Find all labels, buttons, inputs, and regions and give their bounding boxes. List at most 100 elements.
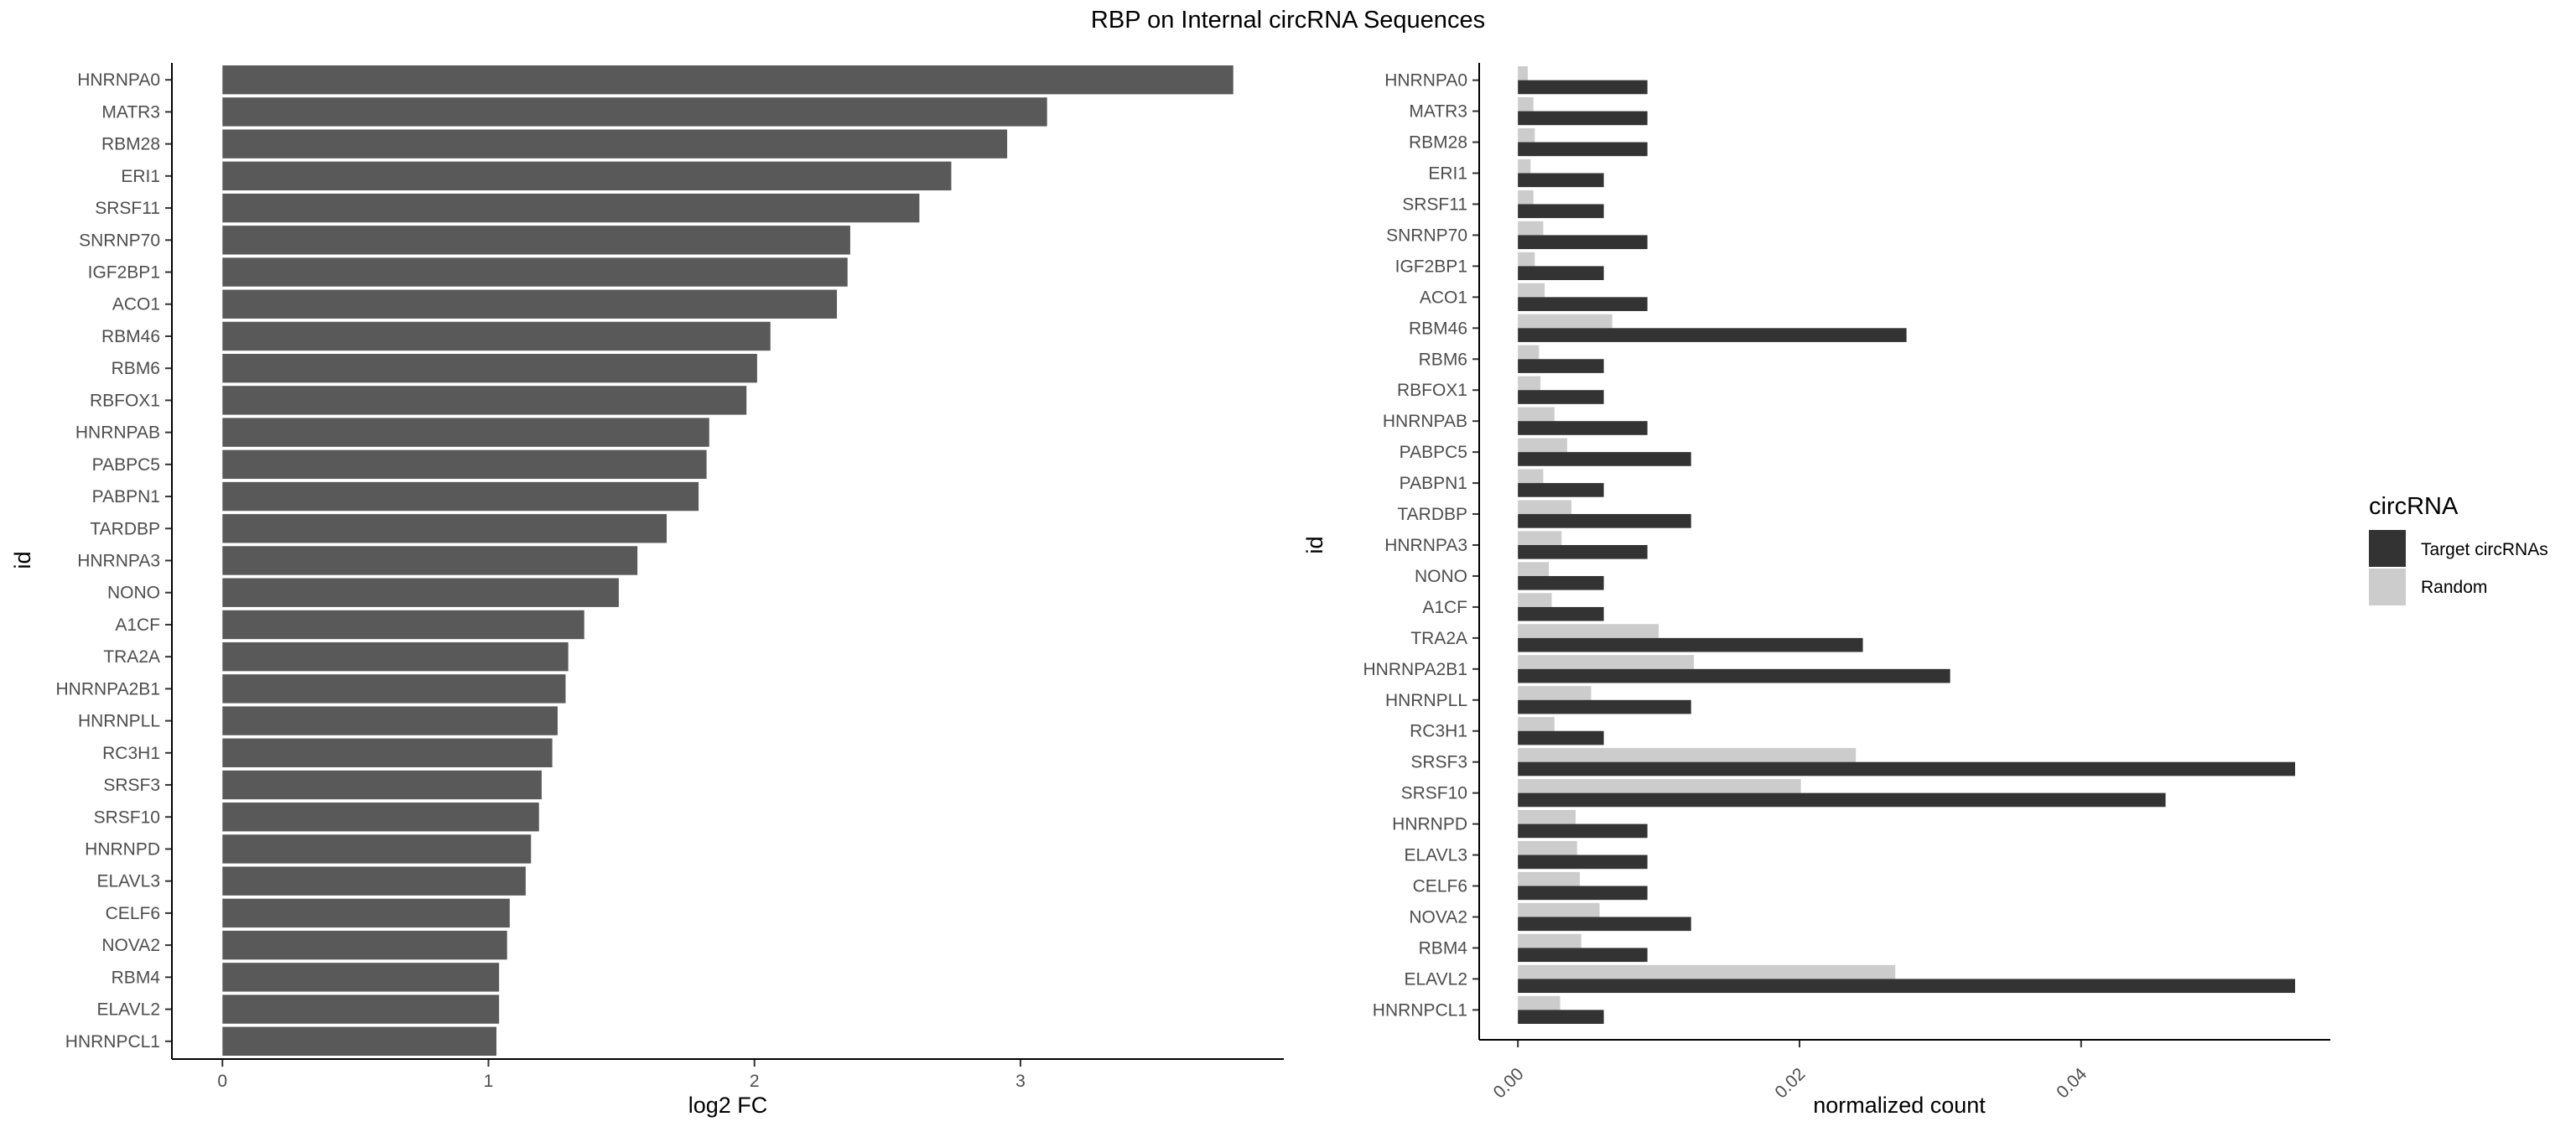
- right-category-label-elavl3: ELAVL3: [1405, 846, 1468, 865]
- left-bar-hnrnpcl1: [222, 1026, 497, 1056]
- legend-key-random: [2369, 569, 2406, 605]
- legend-key-target-circrnas: [2369, 530, 2406, 567]
- right-category-label-srsf10: SRSF10: [1401, 784, 1467, 803]
- right-category-label-snrnp70: SNRNP70: [1386, 226, 1467, 245]
- right-bar-target-igf2bp1: [1518, 266, 1604, 281]
- left-xtick-label: 1: [484, 1072, 494, 1091]
- right-bar-target-pabpc5: [1518, 452, 1691, 466]
- right-category-label-rbm28: RBM28: [1409, 133, 1467, 153]
- right-bar-random-srsf11: [1518, 190, 1534, 205]
- right-bar-target-celf6: [1518, 886, 1648, 901]
- left-category-label-rbm46: RBM46: [101, 327, 160, 346]
- right-category-label-hnrnpd: HNRNPD: [1392, 815, 1467, 834]
- right-bar-target-matr3: [1518, 111, 1648, 126]
- left-bar-srsf10: [222, 802, 539, 832]
- left-xtick-label: 0: [217, 1072, 227, 1091]
- right-xtick-label: 0.02: [1771, 1064, 1809, 1102]
- right-bar-target-pabpn1: [1518, 483, 1604, 497]
- right-bar-target-nova2: [1518, 917, 1691, 932]
- right-category-label-matr3: MATR3: [1409, 102, 1467, 122]
- right-bar-target-rbm28: [1518, 142, 1648, 157]
- right-bar-random-tardbp: [1518, 500, 1571, 515]
- right-bar-random-hnrnpa2b1: [1518, 655, 1695, 669]
- left-category-label-tardbp: TARDBP: [90, 519, 160, 538]
- right-category-label-rc3h1: RC3H1: [1410, 722, 1467, 741]
- right-bar-target-rbfox1: [1518, 390, 1604, 404]
- left-category-label-rbm28: RBM28: [101, 135, 160, 154]
- left-bar-hnrnpd: [222, 834, 532, 864]
- legend-label-random: Random: [2421, 578, 2487, 597]
- right-category-label-aco1: ACO1: [1420, 288, 1467, 307]
- legend: circRNA Target circRNAs Random: [2369, 493, 2548, 605]
- right-category-label-hnrnpa0: HNRNPA0: [1384, 71, 1467, 91]
- left-bar-hnrnpa2b1: [222, 674, 566, 704]
- right-category-label-rbfox1: RBFOX1: [1397, 381, 1467, 400]
- right-bar-random-rc3h1: [1518, 717, 1555, 731]
- left-category-label-pabpc5: PABPC5: [92, 455, 160, 475]
- figure-title: RBP on Internal circRNA Sequences: [1091, 7, 1485, 34]
- right-bar-random-elavl2: [1518, 964, 1896, 979]
- left-category-label-hnrnpd: HNRNPD: [85, 839, 160, 859]
- left-category-label-rbm4: RBM4: [112, 968, 161, 987]
- left-bar-pabpn1: [222, 481, 699, 512]
- left-bar-snrnp70: [222, 226, 850, 255]
- right-bar-target-aco1: [1518, 297, 1648, 311]
- left-category-label-pabpn1: PABPN1: [92, 487, 160, 506]
- right-bar-random-nova2: [1518, 902, 1600, 917]
- right-bar-random-tra2a: [1518, 624, 1659, 638]
- left-category-label-hnrnpab: HNRNPAB: [75, 423, 160, 443]
- right-bar-target-nono: [1518, 575, 1604, 590]
- right-category-label-hnrnpa3: HNRNPA3: [1384, 536, 1467, 555]
- right-bar-target-hnrnpcl1: [1518, 1010, 1604, 1024]
- right-bar-target-tra2a: [1518, 637, 1863, 652]
- left-x-ticks: 0 1 2 3: [217, 1059, 1026, 1091]
- right-bar-random-igf2bp1: [1518, 252, 1535, 267]
- right-category-label-tardbp: TARDBP: [1397, 505, 1467, 524]
- left-category-labels: HNRNPA0 MATR3 RBM28 ERI1 SRSF11 SNRNP70 IGF2BP…: [56, 70, 172, 1052]
- right-bar-random-eri1: [1518, 158, 1531, 174]
- right-category-label-rbm46: RBM46: [1409, 319, 1467, 338]
- right-bar-target-a1cf: [1518, 606, 1604, 621]
- right-category-label-hnrnpcl1: HNRNPCL1: [1373, 1000, 1467, 1020]
- right-bar-random-srsf3: [1518, 748, 1857, 762]
- right-bar-target-eri1: [1518, 173, 1604, 188]
- left-category-label-srsf3: SRSF3: [103, 776, 160, 795]
- left-y-axis-title: id: [10, 551, 35, 569]
- right-category-label-nono: NONO: [1415, 567, 1467, 586]
- left-bar-eri1: [222, 161, 952, 191]
- left-category-label-celf6: CELF6: [106, 904, 160, 923]
- right-category-label-a1cf: A1CF: [1422, 598, 1467, 617]
- right-xtick-label: 0.04: [2053, 1064, 2090, 1102]
- right-bar-target-rbm4: [1518, 948, 1648, 963]
- right-x-ticks: 0.00 0.02 0.04: [1490, 1040, 2091, 1102]
- left-chart: HNRNPA0 MATR3 RBM28 ERI1 SRSF11 SNRNP70 IGF2BP…: [10, 63, 1284, 1118]
- right-bar-random-hnrnpcl1: [1518, 995, 1561, 1010]
- right-y-axis-title: id: [1302, 536, 1327, 553]
- left-bar-hnrnpab: [222, 418, 709, 447]
- right-bar-target-hnrnpa2b1: [1518, 668, 1950, 683]
- right-category-label-pabpn1: PABPN1: [1400, 474, 1467, 493]
- right-bar-random-rbfox1: [1518, 376, 1541, 391]
- right-category-label-hnrnpll: HNRNPLL: [1385, 691, 1467, 710]
- right-bar-target-srsf3: [1518, 761, 2296, 776]
- left-category-label-hnrnpa0: HNRNPA0: [77, 70, 160, 90]
- left-bar-elavl2: [222, 995, 500, 1024]
- left-category-label-hnrnpa2b1: HNRNPA2B1: [56, 679, 160, 699]
- right-xtick-label: 0.00: [1490, 1064, 1528, 1102]
- right-category-label-srsf3: SRSF3: [1410, 753, 1467, 772]
- right-bar-random-aco1: [1518, 283, 1545, 298]
- left-category-label-eri1: ERI1: [121, 167, 160, 186]
- right-category-label-tra2a: TRA2A: [1410, 629, 1467, 648]
- left-bar-celf6: [222, 898, 510, 928]
- left-category-label-elavl3: ELAVL3: [97, 872, 161, 891]
- right-category-label-rbm4: RBM4: [1419, 938, 1468, 958]
- right-bar-random-hnrnpll: [1518, 686, 1592, 700]
- left-bar-hnrnpll: [222, 706, 558, 735]
- right-bar-random-snrnp70: [1518, 221, 1544, 236]
- right-category-label-hnrnpab: HNRNPAB: [1383, 412, 1467, 431]
- left-bar-rbm46: [222, 321, 771, 351]
- right-bar-target-srsf11: [1518, 204, 1604, 219]
- left-category-label-nono: NONO: [107, 584, 160, 603]
- left-bar-nova2: [222, 930, 507, 960]
